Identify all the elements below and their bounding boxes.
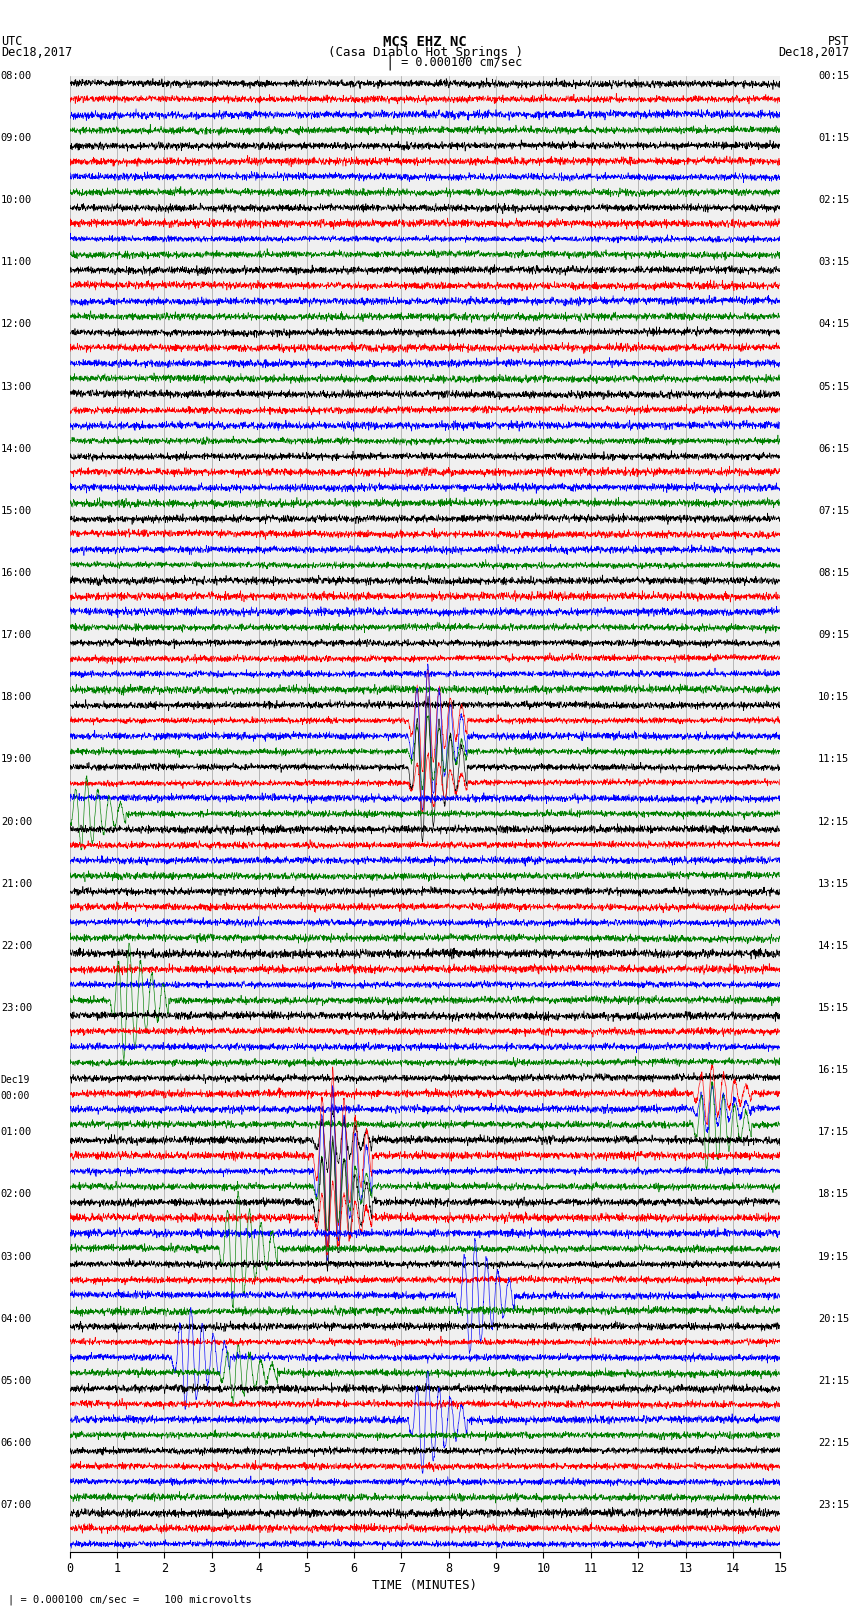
Text: MCS EHZ NC: MCS EHZ NC [383, 35, 467, 48]
Text: |: | [385, 56, 394, 69]
Text: 07:00: 07:00 [1, 1500, 32, 1510]
Text: 17:15: 17:15 [818, 1127, 849, 1137]
Text: | = 0.000100 cm/sec =    100 microvolts: | = 0.000100 cm/sec = 100 microvolts [8, 1594, 252, 1605]
Text: Dec18,2017: Dec18,2017 [778, 45, 849, 60]
Text: 21:15: 21:15 [818, 1376, 849, 1386]
Text: 04:00: 04:00 [1, 1313, 32, 1324]
Text: 14:00: 14:00 [1, 444, 32, 453]
Text: 20:15: 20:15 [818, 1313, 849, 1324]
Text: 15:15: 15:15 [818, 1003, 849, 1013]
Text: 12:15: 12:15 [818, 816, 849, 826]
Text: 18:15: 18:15 [818, 1189, 849, 1200]
Text: 11:00: 11:00 [1, 256, 32, 268]
Text: PST: PST [828, 35, 849, 48]
Text: 08:15: 08:15 [818, 568, 849, 577]
Text: 01:15: 01:15 [818, 132, 849, 144]
Text: Dec19: Dec19 [1, 1074, 31, 1086]
Text: 08:00: 08:00 [1, 71, 32, 81]
Text: 16:00: 16:00 [1, 568, 32, 577]
Text: 10:15: 10:15 [818, 692, 849, 702]
Text: 06:15: 06:15 [818, 444, 849, 453]
Text: Dec18,2017: Dec18,2017 [1, 45, 72, 60]
Text: 15:00: 15:00 [1, 506, 32, 516]
Text: 03:15: 03:15 [818, 256, 849, 268]
Text: 02:15: 02:15 [818, 195, 849, 205]
Text: 23:00: 23:00 [1, 1003, 32, 1013]
Text: 07:15: 07:15 [818, 506, 849, 516]
Text: 20:00: 20:00 [1, 816, 32, 826]
Text: 03:00: 03:00 [1, 1252, 32, 1261]
Text: 17:00: 17:00 [1, 631, 32, 640]
Text: 21:00: 21:00 [1, 879, 32, 889]
Text: 14:15: 14:15 [818, 940, 849, 950]
Text: 22:15: 22:15 [818, 1437, 849, 1448]
Text: 19:00: 19:00 [1, 755, 32, 765]
Text: 00:00: 00:00 [1, 1090, 31, 1102]
Text: 19:15: 19:15 [818, 1252, 849, 1261]
Text: 05:15: 05:15 [818, 382, 849, 392]
Text: 06:00: 06:00 [1, 1437, 32, 1448]
Text: 11:15: 11:15 [818, 755, 849, 765]
Text: 05:00: 05:00 [1, 1376, 32, 1386]
Text: 02:00: 02:00 [1, 1189, 32, 1200]
Text: = 0.000100 cm/sec: = 0.000100 cm/sec [394, 56, 522, 69]
Text: UTC: UTC [1, 35, 22, 48]
Text: 04:15: 04:15 [818, 319, 849, 329]
Text: 23:15: 23:15 [818, 1500, 849, 1510]
Text: 09:15: 09:15 [818, 631, 849, 640]
Text: 13:00: 13:00 [1, 382, 32, 392]
Text: 12:00: 12:00 [1, 319, 32, 329]
Text: 22:00: 22:00 [1, 940, 32, 950]
Text: 13:15: 13:15 [818, 879, 849, 889]
X-axis label: TIME (MINUTES): TIME (MINUTES) [372, 1579, 478, 1592]
Text: 00:15: 00:15 [818, 71, 849, 81]
Text: 10:00: 10:00 [1, 195, 32, 205]
Text: 18:00: 18:00 [1, 692, 32, 702]
Text: (Casa Diablo Hot Springs ): (Casa Diablo Hot Springs ) [327, 45, 523, 60]
Text: 09:00: 09:00 [1, 132, 32, 144]
Text: 16:15: 16:15 [818, 1065, 849, 1076]
Text: 01:00: 01:00 [1, 1127, 32, 1137]
